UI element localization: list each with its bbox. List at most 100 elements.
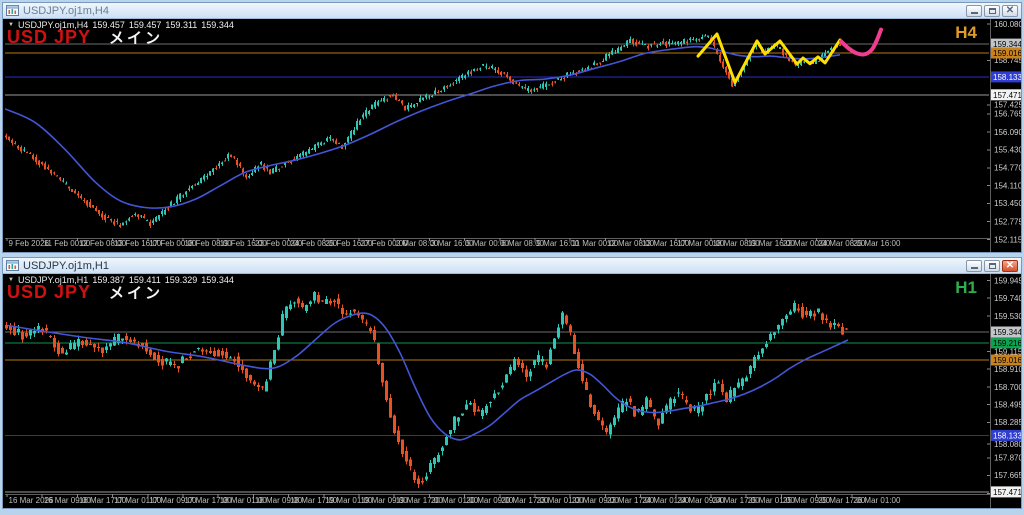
svg-text:16 Mar 2026: 16 Mar 2026: [9, 496, 54, 505]
close-button[interactable]: ✕: [1002, 259, 1018, 272]
svg-text:13 Mar 16:00: 13 Mar 16:00: [642, 239, 690, 248]
axis-separators: [5, 19, 991, 252]
svg-text:19 Mar 17:00: 19 Mar 17:00: [396, 496, 444, 505]
svg-text:23 Mar 09:00: 23 Mar 09:00: [572, 496, 620, 505]
zigzag-drawing[interactable]: [696, 32, 842, 85]
svg-text:157.471: 157.471: [993, 91, 1021, 100]
svg-text:24 Mar 17:00: 24 Mar 17:00: [713, 496, 761, 505]
window-controls: ✕: [966, 259, 1018, 272]
minimize-button[interactable]: [966, 259, 982, 272]
svg-text:25 Mar 09:00: 25 Mar 09:00: [783, 496, 831, 505]
maximize-button[interactable]: [984, 259, 1000, 272]
chart-area-h1[interactable]: 159.945 159.740 159.530 159.115 158.910 158.7…: [3, 274, 1021, 508]
titlebar-h4[interactable]: USDJPY.oj1m,H4 ✕: [3, 3, 1021, 19]
maximize-icon: [988, 262, 996, 269]
svg-text:2 Mar 08:00: 2 Mar 08:00: [396, 239, 439, 248]
svg-text:12 Feb 08:00: 12 Feb 08:00: [79, 239, 127, 248]
svg-text:25 Mar 01:00: 25 Mar 01:00: [748, 496, 796, 505]
legend-close: 159.344: [201, 20, 234, 30]
moving-average-line: [5, 45, 841, 209]
titlebar-h1[interactable]: USDJPY.oj1m,H1 ✕: [3, 258, 1021, 274]
horizontal-lines: [5, 331, 989, 493]
svg-text:9 Feb 2026: 9 Feb 2026: [9, 239, 50, 248]
chart-window-icon: [6, 260, 19, 271]
svg-text:18 Mar 01:00: 18 Mar 01:00: [220, 496, 268, 505]
svg-text:158.285: 158.285: [994, 418, 1021, 427]
chart-window-h4: USDJPY.oj1m,H4 ✕ 160.080 158.745 157.425 15…: [2, 2, 1022, 253]
svg-text:23 Mar 00:00: 23 Mar 00:00: [783, 239, 831, 248]
svg-text:16 Mar 09:00: 16 Mar 09:00: [44, 496, 92, 505]
candlestick-chart-h1[interactable]: 159.945 159.740 159.530 159.115 158.910 158.7…: [3, 274, 1021, 508]
svg-text:18 Feb 08:00: 18 Feb 08:00: [185, 239, 233, 248]
legend-close: 159.344: [201, 275, 234, 285]
svg-text:160.080: 160.080: [994, 20, 1021, 29]
legend-low: 159.329: [164, 275, 198, 285]
svg-text:158.910: 158.910: [994, 365, 1021, 374]
svg-text:158.745: 158.745: [994, 56, 1021, 65]
svg-text:156.090: 156.090: [994, 128, 1021, 137]
svg-text:11 Feb 00:00: 11 Feb 00:00: [44, 239, 91, 248]
svg-text:159.344: 159.344: [993, 328, 1021, 337]
maximize-icon: [988, 7, 996, 14]
svg-text:159.945: 159.945: [994, 277, 1021, 286]
minimize-icon: [970, 267, 978, 269]
svg-text:11 Mar 00:00: 11 Mar 00:00: [572, 239, 619, 248]
legend-high: 159.457: [128, 20, 162, 30]
svg-text:25 Mar 16:00: 25 Mar 16:00: [853, 239, 901, 248]
chart-area-h4[interactable]: 160.080 158.745 157.425 156.765 156.090 155.4…: [3, 19, 1021, 252]
legend-open: 159.457: [92, 20, 125, 30]
expand-indicators-icon[interactable]: ▼: [8, 277, 14, 283]
axis-separators: [5, 274, 991, 508]
svg-text:23 Mar 01:00: 23 Mar 01:00: [537, 496, 585, 505]
svg-text:25 Mar 17:00: 25 Mar 17:00: [818, 496, 866, 505]
maximize-button[interactable]: [984, 4, 1000, 17]
svg-text:17 Mar 00:00: 17 Mar 00:00: [677, 239, 725, 248]
moving-average-line: [7, 312, 849, 441]
svg-text:17 Mar 09:00: 17 Mar 09:00: [149, 496, 197, 505]
svg-text:27 Feb 00:00: 27 Feb 00:00: [361, 239, 409, 248]
svg-text:18 Mar 08:00: 18 Mar 08:00: [713, 239, 761, 248]
svg-text:20 Mar 09:00: 20 Mar 09:00: [466, 496, 514, 505]
svg-text:152.775: 152.775: [994, 218, 1021, 227]
minimize-button[interactable]: [966, 4, 982, 17]
legend-symbol: USDJPY.oj1m,H4: [17, 20, 89, 30]
minimize-icon: [970, 12, 978, 14]
svg-text:24 Mar 09:00: 24 Mar 09:00: [677, 496, 725, 505]
svg-text:17 Mar 01:00: 17 Mar 01:00: [114, 496, 162, 505]
close-icon: ✕: [1005, 259, 1015, 271]
legend-high: 159.411: [128, 275, 161, 285]
svg-text:156.765: 156.765: [994, 110, 1021, 119]
svg-text:24 Mar 01:00: 24 Mar 01:00: [642, 496, 690, 505]
svg-text:23 Mar 17:00: 23 Mar 17:00: [607, 496, 655, 505]
close-button[interactable]: ✕: [1002, 4, 1018, 17]
svg-text:3 Mar 16:00: 3 Mar 16:00: [431, 239, 474, 248]
chart-window-icon: [6, 5, 19, 16]
svg-text:17 Mar 17:00: 17 Mar 17:00: [185, 496, 233, 505]
price-axis[interactable]: 159.945 159.740 159.530 159.115 158.910 158.7…: [987, 277, 1021, 499]
svg-text:159.216: 159.216: [993, 339, 1021, 348]
svg-text:157.665: 157.665: [994, 471, 1021, 480]
ohlc-legend[interactable]: ▼ USDJPY.oj1m,H4 159.457 159.457 159.311…: [8, 20, 234, 30]
svg-text:24 Mar 08:00: 24 Mar 08:00: [818, 239, 866, 248]
svg-text:157.425: 157.425: [994, 101, 1021, 110]
expand-indicators-icon[interactable]: ▼: [8, 22, 14, 28]
window-title: USDJPY.oj1m,H4: [23, 4, 109, 17]
svg-text:158.133: 158.133: [993, 431, 1021, 440]
svg-text:19 Feb 16:00: 19 Feb 16:00: [220, 239, 268, 248]
projection-drawing[interactable]: [839, 27, 883, 57]
legend-symbol: USDJPY.oj1m,H1: [17, 275, 89, 285]
svg-text:13 Feb 16:00: 13 Feb 16:00: [114, 239, 162, 248]
svg-text:158.133: 158.133: [993, 73, 1021, 82]
ohlc-legend[interactable]: ▼ USDJPY.oj1m,H1 159.387 159.411 159.329…: [8, 275, 234, 285]
close-icon: ✕: [1005, 4, 1015, 16]
window-controls: ✕: [966, 4, 1018, 17]
svg-text:158.080: 158.080: [994, 440, 1021, 449]
svg-text:159.344: 159.344: [993, 40, 1021, 49]
svg-text:17 Feb 00:00: 17 Feb 00:00: [149, 239, 197, 248]
svg-text:154.110: 154.110: [994, 181, 1021, 190]
